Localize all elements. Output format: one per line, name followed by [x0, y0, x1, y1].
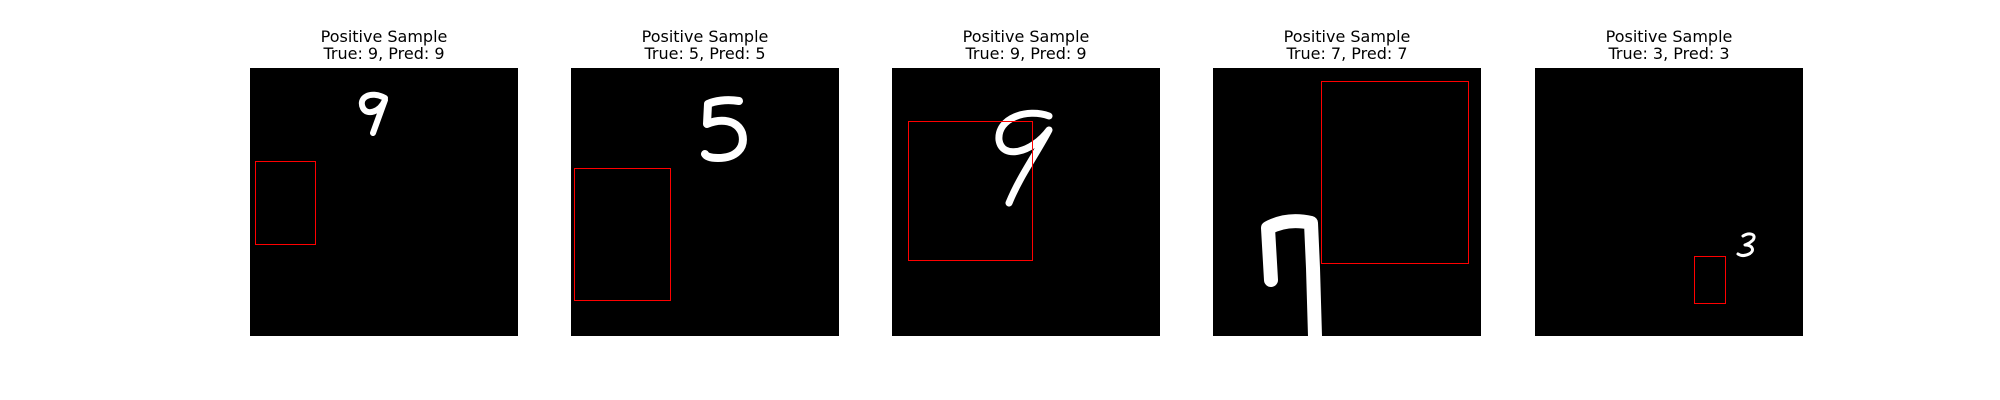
panel-subtitle: True: 9, Pred: 9: [965, 44, 1087, 63]
panel-title: Positive Sample: [641, 27, 769, 46]
sample-panel-3: Positive Sample True: 9, Pred: 9: [892, 27, 1160, 336]
panel-subtitle: True: 5, Pred: 5: [644, 44, 766, 63]
sample-panel-5: Positive Sample True: 3, Pred: 3: [1535, 27, 1803, 336]
digit-image: [892, 68, 1160, 336]
detection-box: [255, 161, 316, 245]
sample-panel-4: Positive Sample True: 7, Pred: 7: [1213, 27, 1481, 336]
sample-panel-2: Positive Sample True: 5, Pred: 5: [571, 27, 839, 336]
detection-box: [1321, 81, 1469, 264]
panel-subtitle: True: 3, Pred: 3: [1608, 44, 1730, 63]
digit-glyph: [358, 91, 388, 136]
digit-image: [1213, 68, 1481, 336]
digit-glyph: [701, 96, 747, 162]
panel-title: Positive Sample: [1283, 27, 1411, 46]
digit-image: [571, 68, 839, 336]
panel-title: Positive Sample: [320, 27, 448, 46]
sample-panel-1: Positive Sample True: 9, Pred: 9: [250, 27, 518, 336]
digit-glyph: [995, 109, 1053, 207]
detection-box: [908, 121, 1033, 261]
digit-glyph: [1261, 214, 1322, 336]
digit-image: [1535, 68, 1803, 336]
panel-title: Positive Sample: [962, 27, 1090, 46]
panel-subtitle: True: 7, Pred: 7: [1286, 44, 1408, 63]
digit-image: [250, 68, 518, 336]
panel-subtitle: True: 9, Pred: 9: [323, 44, 445, 63]
panel-title: Positive Sample: [1605, 27, 1733, 46]
detection-box: [1694, 256, 1726, 304]
detection-box: [574, 168, 671, 301]
digit-glyph: [1736, 232, 1756, 257]
